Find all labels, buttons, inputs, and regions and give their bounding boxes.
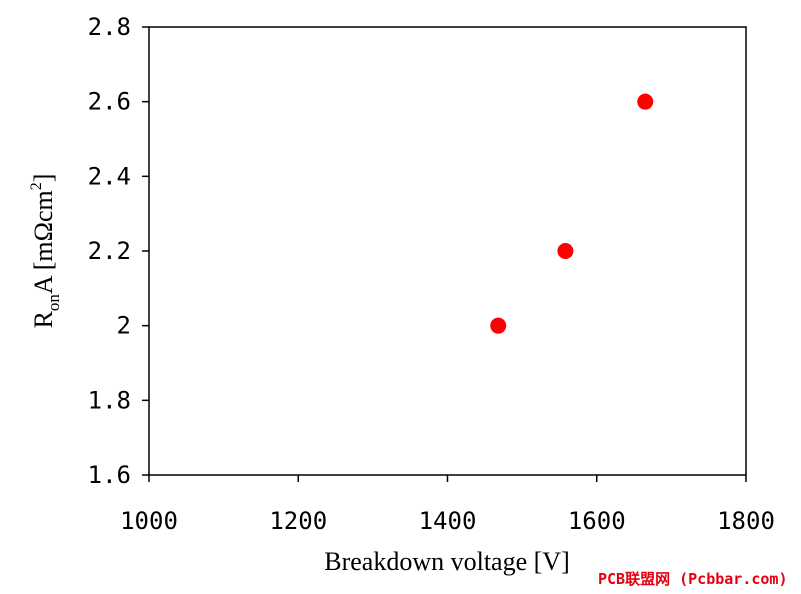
watermark-text: PCB联盟网 (Pcbbar.com) bbox=[598, 570, 788, 588]
plot-area-frame bbox=[148, 26, 747, 476]
y-axis-title-sup: 2 bbox=[28, 182, 45, 190]
x-tick-label: 1400 bbox=[419, 507, 477, 535]
x-tick-label: 1600 bbox=[568, 507, 626, 535]
y-tick-label: 1.6 bbox=[88, 461, 131, 489]
x-axis: 1000 1200 1400 1600 1800 bbox=[120, 475, 775, 535]
y-axis-title: RonA [mΩcm2] bbox=[28, 174, 63, 329]
y-axis-title-rest: A [mΩcm bbox=[29, 190, 58, 294]
data-point bbox=[637, 93, 654, 110]
y-axis-title-main: R bbox=[29, 310, 58, 328]
y-tick-label: 2.2 bbox=[88, 237, 131, 265]
y-axis: 1.6 1.8 2 2.2 2.4 2.6 2.8 bbox=[88, 13, 149, 489]
y-tick-label: 2 bbox=[117, 312, 131, 340]
y-tick-label: 1.8 bbox=[88, 386, 131, 414]
x-axis-title: Breakdown voltage [V] bbox=[324, 547, 569, 576]
data-point bbox=[490, 317, 507, 334]
data-point bbox=[557, 243, 574, 259]
x-tick-label: 1200 bbox=[269, 507, 327, 535]
x-tick-label: 1800 bbox=[717, 507, 775, 535]
data-points bbox=[490, 93, 654, 334]
y-tick-label: 2.6 bbox=[88, 88, 131, 116]
x-tick-label: 1000 bbox=[120, 507, 178, 535]
y-axis-title-sub: on bbox=[44, 294, 63, 312]
y-axis-title-end: ] bbox=[29, 174, 58, 183]
y-tick-label: 2.8 bbox=[88, 13, 131, 41]
y-tick-label: 2.4 bbox=[88, 162, 131, 190]
